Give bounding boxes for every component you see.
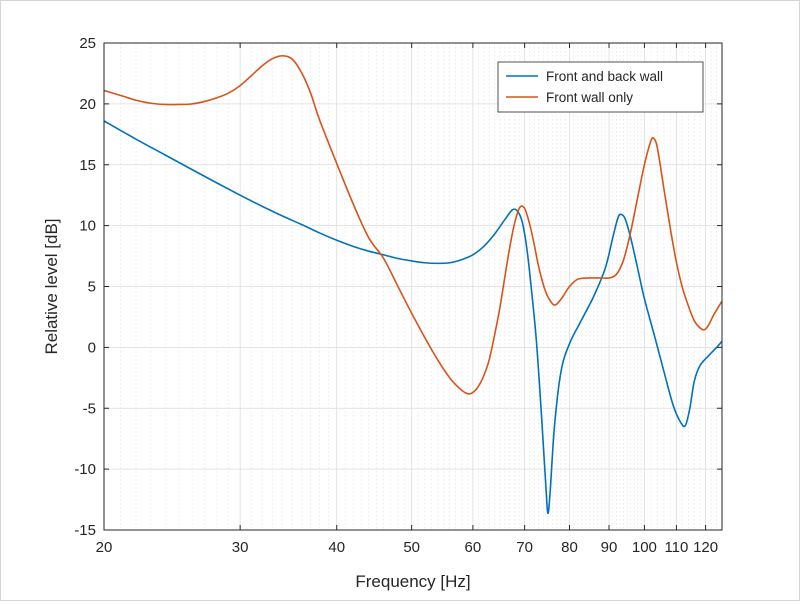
x-axis-label: Frequency [Hz] (355, 572, 470, 591)
y-tick-label: 15 (79, 157, 96, 174)
series-line-2 (104, 54, 722, 395)
series-line-1 (104, 120, 722, 515)
x-tick-label: 70 (516, 539, 533, 556)
y-tick-label: 5 (88, 279, 96, 296)
minor-grid (120, 43, 717, 530)
axis-ticks (103, 42, 722, 531)
x-tick-label: 30 (232, 539, 249, 556)
x-tick-label: 60 (465, 539, 482, 556)
y-tick-label: -15 (74, 522, 96, 539)
x-tick-label: 90 (601, 539, 618, 556)
x-tick-label: 120 (693, 539, 718, 556)
y-tick-label: -10 (74, 461, 96, 478)
y-tick-label: 25 (79, 35, 96, 52)
x-tick-label: 50 (403, 539, 420, 556)
y-tick-label: -5 (83, 400, 96, 417)
y-tick-label: 0 (88, 339, 96, 356)
x-tick-label: 40 (328, 539, 345, 556)
y-tick-label: 20 (79, 96, 96, 113)
y-axis-label: Relative level [dB] (42, 218, 61, 354)
x-tick-label: 20 (96, 539, 113, 556)
legend-entry: Front and back wall (546, 69, 663, 84)
x-tick-label: 110 (664, 539, 688, 556)
series-layer (104, 54, 722, 515)
tick-labels: 20 30 40 50 60 70 80 90 100 110 120 -15 -10 -5 0 5 10 15 2… (74, 35, 718, 556)
x-tick-label: 80 (561, 539, 578, 556)
y-tick-label: 10 (79, 218, 96, 235)
legend-box (497, 61, 704, 113)
legend-entry: Front wall only (546, 90, 633, 105)
x-tick-label: 100 (632, 539, 657, 556)
legend: Front and back wall Front wall only (497, 61, 704, 113)
